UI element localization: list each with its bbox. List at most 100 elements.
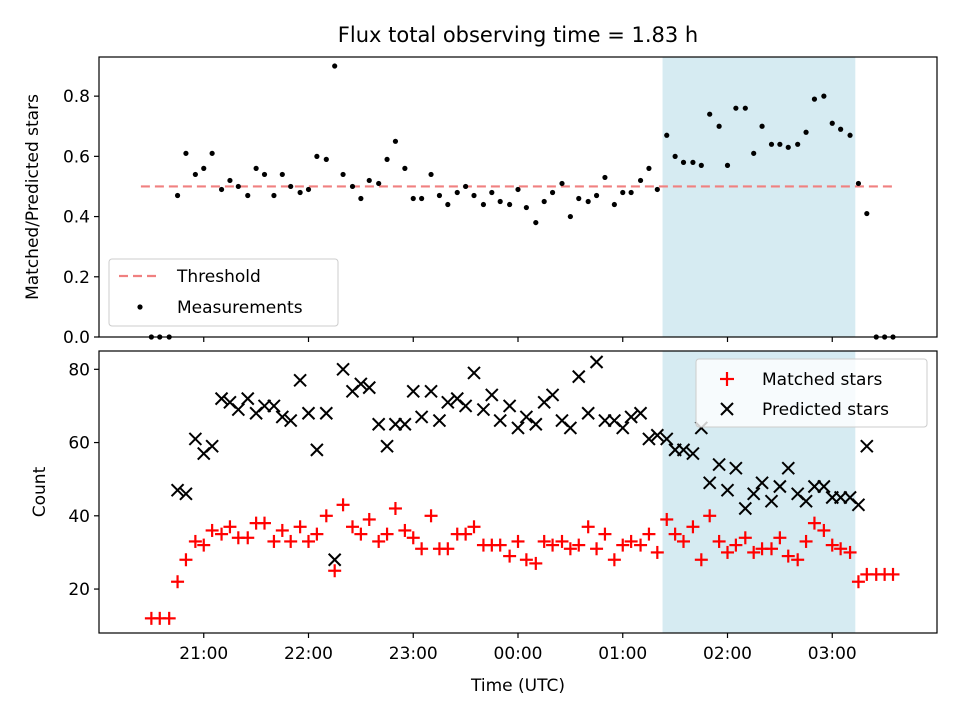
predicted-point (502, 399, 517, 413)
x-tick-label: 03:00 (808, 644, 857, 664)
measurement-point (646, 165, 652, 171)
measurement-point (410, 195, 416, 202)
matched-point (223, 520, 237, 534)
predicted-point (851, 498, 866, 512)
measurement-point (288, 183, 294, 190)
predicted-point (267, 399, 281, 413)
matched-point (406, 531, 420, 545)
predicted-point (414, 410, 429, 424)
matched-point (572, 538, 586, 552)
measurement-point (245, 192, 251, 199)
chart-title: Flux total observing time = 1.83 h (338, 23, 698, 47)
bottom-panel: 20 40 60 80 21:00 22:00 23:00 00:00 01:00 02:00 0… (30, 350, 938, 696)
matched-point (258, 516, 272, 530)
top-points (148, 63, 896, 340)
predicted-point (214, 391, 229, 406)
predicted-points (170, 355, 874, 567)
predicted-point (275, 410, 290, 424)
predicted-point (388, 417, 403, 431)
matched-point (293, 520, 307, 534)
predicted-point (424, 384, 438, 398)
matched-point (398, 523, 412, 537)
predicted-point (257, 399, 272, 413)
matched-point (642, 527, 656, 541)
matched-point (171, 575, 185, 589)
measurement-point (279, 171, 285, 178)
matched-point (616, 538, 630, 552)
measurement-point (716, 123, 722, 129)
matched-point (686, 520, 700, 534)
measurement-point (576, 195, 582, 202)
top-y-ticks: 0.0 0.2 0.4 0.6 0.8 (63, 87, 99, 348)
measurement-point (680, 159, 687, 165)
matched-point (415, 542, 429, 556)
matched-point (694, 553, 708, 567)
measurement-point (271, 192, 277, 199)
matched-point (799, 534, 813, 548)
measurement-point (366, 177, 372, 184)
measurement-point (829, 120, 835, 126)
measurement-point (707, 111, 713, 117)
matched-point (336, 498, 350, 512)
matched-point (519, 553, 533, 567)
predicted-point (746, 487, 761, 501)
y-tick-label: 0.6 (63, 147, 90, 167)
predicted-point (441, 395, 455, 409)
predicted-point (807, 479, 822, 494)
predicted-point (231, 402, 246, 417)
measurement-point (795, 141, 801, 147)
measurement-point (811, 96, 818, 102)
measurement-point (593, 192, 600, 199)
predicted-point (458, 399, 473, 413)
matched-point (284, 534, 298, 548)
predicted-point (642, 432, 656, 446)
matched-point (493, 538, 507, 552)
y-tick-label: 60 (68, 434, 90, 454)
matched-point (467, 520, 481, 534)
legend-threshold-label: Threshold (176, 267, 261, 287)
predicted-point (188, 432, 203, 446)
matched-point (555, 534, 569, 548)
measurement-point (523, 204, 529, 211)
predicted-point (833, 490, 848, 505)
matched-point (590, 542, 604, 556)
matched-point (345, 520, 359, 534)
y-tick-label: 40 (68, 507, 90, 527)
matched-point (581, 520, 595, 534)
matched-point (424, 509, 438, 523)
matched-point (179, 553, 193, 567)
matched-point (310, 527, 324, 541)
matched-point (781, 549, 795, 563)
matched-point (598, 527, 612, 541)
measurement-point (549, 189, 556, 196)
matched-point (205, 523, 219, 537)
top-legend: Threshold Measurements (108, 258, 339, 327)
predicted-point (493, 413, 507, 428)
bottom-legend-box (695, 358, 928, 428)
bottom-x-ticks: 21:00 22:00 23:00 00:00 01:00 02:00 03:00 (179, 633, 857, 664)
measurement-point (358, 195, 364, 202)
predicted-point (712, 457, 726, 472)
measurement-point (235, 183, 241, 190)
measurement-point (384, 156, 390, 162)
measurement-point (332, 63, 338, 69)
measurement-point (559, 180, 565, 187)
predicted-point (660, 432, 674, 446)
matched-point (215, 527, 229, 541)
measurement-point (515, 186, 521, 193)
matched-point (634, 538, 648, 552)
measurement-point (218, 186, 225, 193)
top-legend-box (108, 258, 339, 327)
matched-point (241, 531, 255, 545)
measurement-point (855, 180, 862, 187)
predicted-point (633, 406, 648, 420)
y-tick-label: 0.2 (63, 268, 90, 288)
predicted-point (817, 479, 831, 494)
measurement-point (507, 201, 513, 208)
predicted-point (702, 476, 717, 490)
legend-measurements-label: Measurements (177, 298, 303, 318)
measurement-point (672, 153, 678, 159)
matched-point (624, 534, 638, 548)
measurement-point (533, 219, 539, 226)
matched-point (851, 575, 865, 589)
